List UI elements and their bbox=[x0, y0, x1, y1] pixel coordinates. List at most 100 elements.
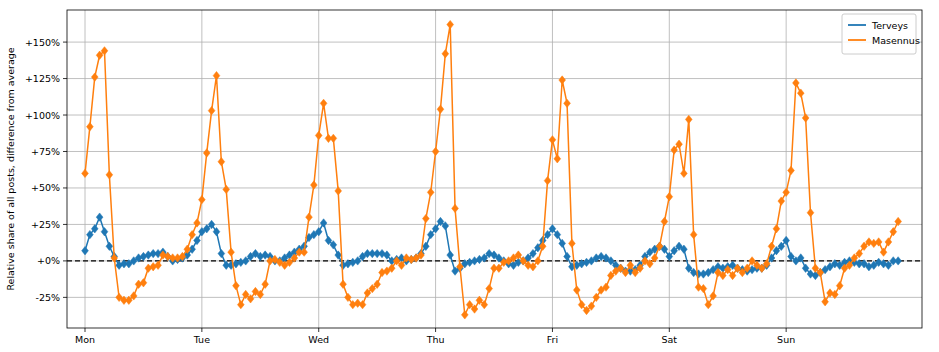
marker bbox=[783, 236, 790, 244]
marker bbox=[530, 249, 537, 257]
marker bbox=[802, 114, 809, 122]
marker bbox=[593, 254, 600, 262]
marker bbox=[145, 264, 152, 272]
marker bbox=[91, 225, 98, 233]
tick-mark bbox=[201, 328, 202, 332]
marker bbox=[578, 260, 585, 268]
marker bbox=[666, 193, 673, 201]
marker bbox=[233, 281, 240, 289]
marker bbox=[500, 258, 507, 266]
tick-label: Tue bbox=[193, 334, 210, 345]
marker bbox=[262, 280, 269, 288]
marker bbox=[189, 230, 196, 238]
grid-line bbox=[669, 10, 670, 328]
tick-label: Fri bbox=[547, 334, 558, 345]
marker bbox=[379, 249, 386, 257]
marker bbox=[578, 300, 585, 308]
marker bbox=[831, 290, 838, 298]
marker bbox=[398, 261, 405, 269]
marker bbox=[437, 105, 444, 113]
marker bbox=[408, 255, 415, 263]
marker bbox=[525, 261, 532, 269]
marker bbox=[247, 295, 254, 303]
tick-mark bbox=[669, 328, 670, 332]
grid-line bbox=[67, 42, 922, 43]
marker bbox=[218, 158, 225, 166]
plot-area bbox=[67, 20, 922, 319]
marker bbox=[87, 122, 94, 130]
tick-mark bbox=[435, 328, 436, 332]
marker bbox=[559, 76, 566, 84]
marker bbox=[160, 251, 167, 259]
marker bbox=[549, 136, 556, 144]
marker bbox=[335, 251, 342, 259]
marker bbox=[164, 252, 171, 260]
tick-mark bbox=[552, 328, 553, 332]
marker bbox=[836, 281, 843, 289]
marker bbox=[140, 252, 147, 260]
marker bbox=[486, 284, 493, 292]
marker bbox=[895, 257, 902, 265]
marker bbox=[885, 238, 892, 246]
marker bbox=[340, 280, 347, 288]
marker bbox=[534, 257, 541, 265]
marker bbox=[817, 268, 824, 276]
marker bbox=[534, 244, 541, 252]
tick-label: Sat bbox=[662, 334, 678, 345]
tick-label: +150% bbox=[25, 37, 60, 48]
marker bbox=[91, 73, 98, 81]
legend-label: Terveys bbox=[871, 20, 908, 31]
legend-swatch bbox=[848, 39, 866, 41]
grid-line bbox=[786, 10, 787, 328]
marker bbox=[155, 249, 162, 257]
tick-mark bbox=[63, 224, 67, 225]
tick-mark bbox=[786, 328, 787, 332]
marker bbox=[797, 254, 804, 262]
marker bbox=[831, 260, 838, 268]
marker bbox=[471, 257, 478, 265]
marker bbox=[549, 225, 556, 233]
marker bbox=[111, 254, 118, 262]
legend: TerveysMasennus bbox=[842, 14, 920, 54]
marker bbox=[140, 279, 147, 287]
marker bbox=[403, 254, 410, 262]
marker bbox=[461, 311, 468, 319]
grid-line bbox=[552, 10, 553, 328]
marker bbox=[447, 20, 454, 28]
legend-swatch bbox=[848, 24, 866, 26]
marker bbox=[262, 251, 269, 259]
marker bbox=[539, 242, 546, 250]
marker bbox=[866, 263, 873, 271]
marker bbox=[685, 115, 692, 123]
marker bbox=[476, 255, 483, 263]
marker bbox=[82, 246, 89, 254]
marker bbox=[150, 263, 157, 271]
marker bbox=[320, 99, 327, 107]
marker bbox=[237, 258, 244, 266]
marker bbox=[700, 284, 707, 292]
marker bbox=[797, 89, 804, 97]
marker bbox=[627, 261, 634, 269]
marker bbox=[544, 230, 551, 238]
tick-mark bbox=[63, 260, 67, 261]
marker bbox=[496, 264, 503, 272]
marker bbox=[135, 254, 142, 262]
marker bbox=[763, 260, 770, 268]
marker bbox=[544, 176, 551, 184]
marker bbox=[880, 260, 887, 268]
marker bbox=[880, 248, 887, 256]
marker bbox=[554, 230, 561, 238]
marker bbox=[681, 245, 688, 253]
marker bbox=[447, 251, 454, 259]
marker bbox=[155, 261, 162, 269]
marker bbox=[267, 257, 274, 265]
marker bbox=[598, 252, 605, 260]
marker bbox=[179, 252, 186, 260]
marker bbox=[384, 251, 391, 259]
marker bbox=[622, 268, 629, 276]
marker bbox=[422, 214, 429, 222]
series-line bbox=[85, 217, 898, 275]
marker bbox=[778, 197, 785, 205]
marker bbox=[315, 131, 322, 139]
marker bbox=[583, 258, 590, 266]
